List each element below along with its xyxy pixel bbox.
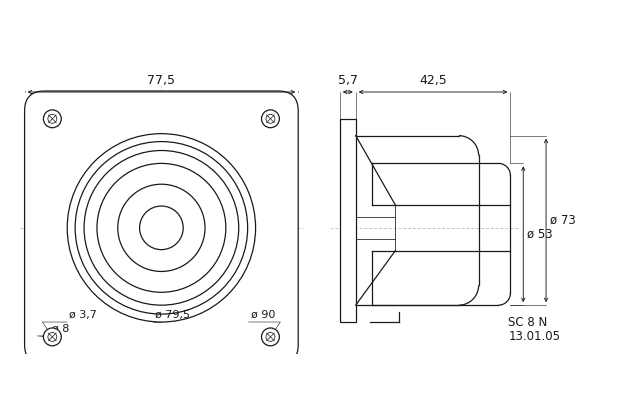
Text: ø 79,5: ø 79,5: [155, 310, 191, 320]
Polygon shape: [340, 119, 355, 322]
Text: ø 3,7: ø 3,7: [69, 310, 97, 320]
Text: 42,5: 42,5: [419, 74, 447, 87]
Text: ø 8: ø 8: [52, 324, 70, 334]
Text: SC 8 N: SC 8 N: [508, 316, 547, 329]
Text: ø 53: ø 53: [527, 228, 553, 241]
Circle shape: [261, 110, 279, 128]
Text: ø 73: ø 73: [550, 214, 576, 227]
Text: 13.01.05: 13.01.05: [508, 330, 560, 343]
Circle shape: [43, 110, 61, 128]
Text: 5,7: 5,7: [337, 74, 358, 87]
FancyBboxPatch shape: [24, 91, 298, 364]
Circle shape: [43, 328, 61, 346]
Text: ø 90: ø 90: [251, 310, 275, 320]
Circle shape: [261, 328, 279, 346]
Text: 77,5: 77,5: [147, 74, 175, 87]
